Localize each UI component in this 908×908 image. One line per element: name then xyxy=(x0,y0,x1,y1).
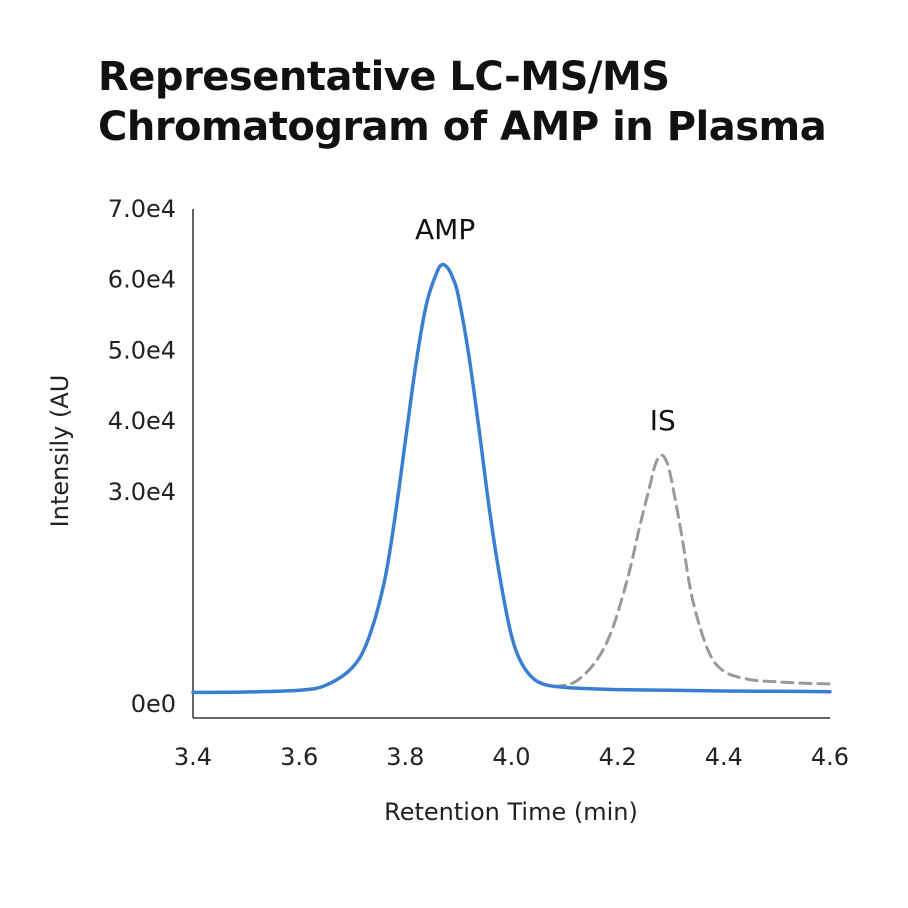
x-tick-label: 4.0 xyxy=(492,743,530,771)
y-axis-label: Intensily (AU xyxy=(46,375,74,528)
y-tick-label: 7.0e4 xyxy=(108,195,176,223)
x-axis-label: Retention Time (min) xyxy=(384,798,638,826)
y-tick-label: 0e0 xyxy=(131,690,176,718)
y-tick-label: 6.0e4 xyxy=(108,266,176,294)
y-tick-label: 4.0e4 xyxy=(108,407,176,435)
chart-title-line-1: Representative LC-MS/MS xyxy=(98,54,670,100)
series-line-is xyxy=(552,453,832,689)
series-layer xyxy=(191,262,832,695)
y-tick-label: 5.0e4 xyxy=(108,336,176,364)
x-tick-label: 4.6 xyxy=(811,743,849,771)
x-tick-label: 3.4 xyxy=(174,743,212,771)
series-line-amp xyxy=(191,262,832,695)
x-tick-label: 4.2 xyxy=(599,743,637,771)
x-tick-label: 4.4 xyxy=(705,743,743,771)
peak-label-is: IS xyxy=(650,404,676,437)
peak-label-amp: AMP xyxy=(415,213,475,246)
y-tick-labels: 0e0 3.0e4 4.0e4 5.0e4 6.0e4 7.0e4 xyxy=(108,195,176,718)
chart-title: Representative LC-MS/MS Chromatogram of … xyxy=(98,52,888,152)
chart-title-line-2: Chromatogram of AMP in Plasma xyxy=(98,104,827,150)
x-tick-labels: 3.4 3.6 3.8 4.0 4.2 4.4 4.6 xyxy=(174,743,849,771)
y-tick-label: 3.0e4 xyxy=(108,478,176,506)
x-tick-label: 3.8 xyxy=(386,743,424,771)
x-tick-label: 3.6 xyxy=(280,743,318,771)
peak-annotations: AMP IS xyxy=(415,213,676,437)
